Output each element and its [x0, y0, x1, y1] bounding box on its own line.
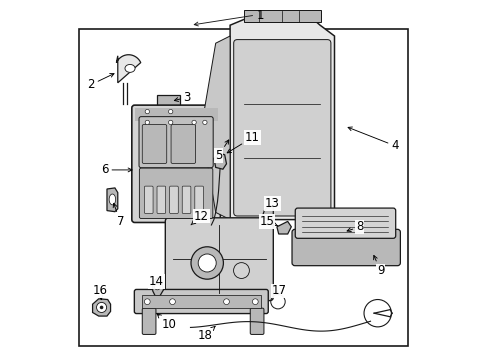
FancyBboxPatch shape: [171, 125, 195, 163]
Polygon shape: [213, 153, 226, 169]
Polygon shape: [262, 205, 273, 220]
Ellipse shape: [125, 64, 135, 72]
Text: 6: 6: [101, 163, 132, 176]
Text: 14: 14: [148, 275, 163, 288]
Circle shape: [168, 120, 172, 125]
Text: 3: 3: [174, 91, 190, 104]
Ellipse shape: [109, 194, 115, 205]
Circle shape: [203, 120, 206, 125]
Text: 8: 8: [346, 220, 363, 233]
Circle shape: [144, 299, 150, 305]
FancyBboxPatch shape: [233, 40, 330, 216]
Text: 11: 11: [227, 131, 260, 153]
FancyBboxPatch shape: [144, 186, 153, 213]
FancyBboxPatch shape: [244, 10, 320, 22]
FancyBboxPatch shape: [194, 186, 203, 213]
FancyBboxPatch shape: [291, 229, 400, 266]
Circle shape: [154, 284, 160, 290]
Polygon shape: [92, 299, 110, 316]
FancyBboxPatch shape: [295, 208, 395, 238]
FancyBboxPatch shape: [142, 295, 260, 308]
Text: 10: 10: [157, 314, 176, 331]
Polygon shape: [116, 55, 141, 83]
FancyBboxPatch shape: [142, 308, 156, 334]
Text: 15: 15: [259, 215, 277, 228]
Circle shape: [96, 302, 106, 312]
Text: 5: 5: [214, 140, 228, 162]
Polygon shape: [230, 13, 334, 220]
Circle shape: [192, 120, 196, 125]
FancyBboxPatch shape: [165, 218, 273, 301]
Text: 17: 17: [271, 284, 286, 297]
FancyBboxPatch shape: [182, 186, 190, 213]
Text: 12: 12: [191, 210, 208, 225]
Circle shape: [160, 123, 164, 129]
FancyBboxPatch shape: [132, 105, 220, 222]
Polygon shape: [201, 36, 230, 220]
FancyBboxPatch shape: [134, 289, 268, 314]
FancyBboxPatch shape: [157, 186, 165, 213]
FancyBboxPatch shape: [157, 95, 180, 109]
Text: 2: 2: [87, 73, 114, 91]
Circle shape: [191, 247, 223, 279]
Circle shape: [252, 299, 258, 305]
Circle shape: [145, 109, 149, 114]
Circle shape: [198, 254, 216, 272]
FancyBboxPatch shape: [169, 186, 178, 213]
Text: 13: 13: [264, 197, 280, 210]
Circle shape: [145, 120, 149, 125]
Text: 9: 9: [373, 256, 384, 277]
Text: 7: 7: [113, 203, 124, 228]
FancyBboxPatch shape: [134, 108, 217, 121]
Circle shape: [223, 299, 229, 305]
Circle shape: [233, 263, 249, 279]
Polygon shape: [107, 188, 118, 212]
FancyBboxPatch shape: [250, 308, 264, 334]
Circle shape: [169, 299, 175, 305]
Polygon shape: [276, 221, 291, 234]
Text: 4: 4: [347, 127, 398, 152]
Polygon shape: [152, 277, 163, 296]
Circle shape: [100, 306, 103, 309]
Text: 18: 18: [197, 326, 215, 342]
Text: 16: 16: [92, 284, 107, 300]
Circle shape: [168, 123, 173, 129]
FancyBboxPatch shape: [139, 168, 212, 219]
Bar: [79, 29, 407, 346]
Circle shape: [168, 109, 172, 114]
FancyBboxPatch shape: [139, 117, 213, 168]
FancyBboxPatch shape: [142, 125, 166, 163]
Text: 1: 1: [257, 9, 264, 22]
